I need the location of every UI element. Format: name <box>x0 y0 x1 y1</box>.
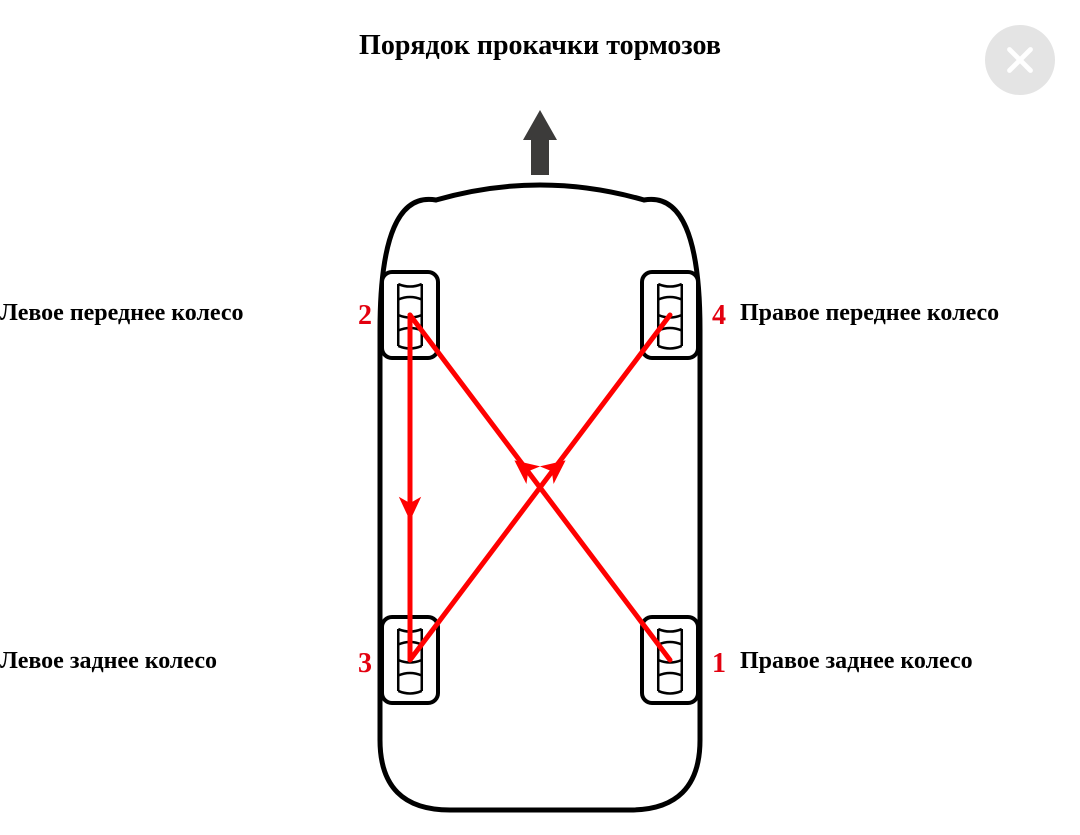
sequence-number-2: 2 <box>358 300 372 332</box>
wheel-label-front_left: Левое переднее колесо <box>0 300 244 327</box>
sequence-number-4: 4 <box>712 300 726 332</box>
wheel-label-front_right: Правое переднее колесо <box>740 300 999 327</box>
sequence-lines <box>399 315 670 660</box>
sequence-number-1: 1 <box>712 648 726 680</box>
wheel-label-rear_right: Правое заднее колесо <box>740 648 973 675</box>
sequence-number-3: 3 <box>358 648 372 680</box>
direction-arrow-icon <box>523 110 557 175</box>
brake-bleed-diagram <box>0 0 1080 835</box>
wheel-label-rear_left: Левое заднее колесо <box>0 648 217 675</box>
